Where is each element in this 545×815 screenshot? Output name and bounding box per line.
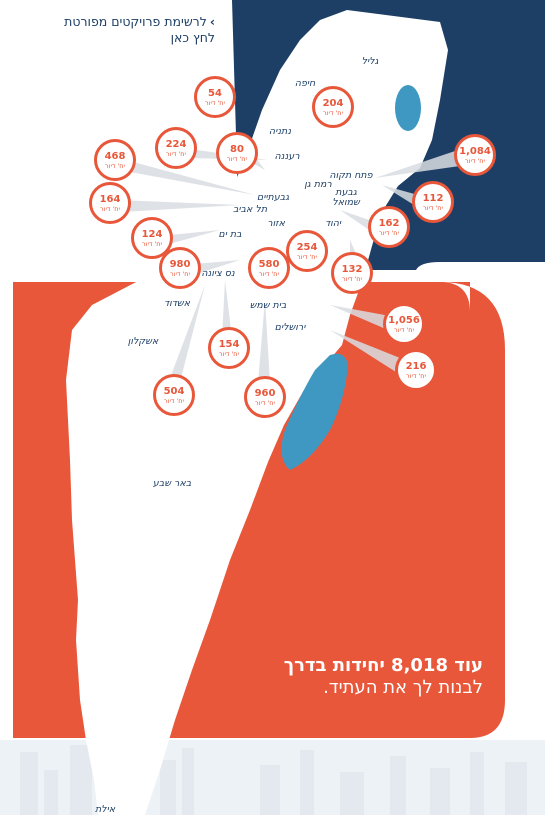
city-raanana: רעננה bbox=[274, 151, 300, 162]
bubble-yehud[interactable]: 162 יח' דיור bbox=[368, 206, 410, 248]
dead-sea bbox=[281, 353, 348, 470]
bubble-galil[interactable]: 204 יח' דיור bbox=[312, 86, 354, 128]
bubble-beit-shemesh[interactable]: 1,056 יח' דיור bbox=[383, 303, 425, 345]
city-givatayim: גבעתיים bbox=[256, 192, 290, 203]
bubble-netanya[interactable]: 224 יח' דיור bbox=[155, 127, 197, 169]
city-beer-sheva: באר שבע bbox=[152, 478, 192, 489]
city-eilat: אילת bbox=[94, 804, 116, 815]
bubble-kiryat-gat[interactable]: 960 יח' דיור bbox=[244, 376, 286, 418]
bubble-rishon[interactable]: 980 יח' דיור bbox=[159, 247, 201, 289]
city-petah-tikva: פתח תקוה bbox=[329, 170, 373, 181]
sea-of-galilee bbox=[395, 85, 421, 131]
bubble-tel-aviv[interactable]: 164 יח' דיור bbox=[89, 182, 131, 224]
bubble-petah-tikva[interactable]: 1,084 יח' דיור bbox=[454, 134, 496, 176]
pointer-wedges bbox=[118, 93, 460, 382]
city-bat-yam: בת ים bbox=[218, 229, 242, 240]
city-ramat-gan: רמת גן bbox=[304, 179, 332, 190]
city-givat-shmuel-2: שמואל bbox=[332, 197, 360, 208]
city-tel-aviv: תל אביב bbox=[232, 204, 268, 215]
headline-line-2: לבנות לך את העתיד. bbox=[323, 677, 483, 698]
bubble-givat-shmuel[interactable]: 112 יח' דיור bbox=[412, 181, 454, 223]
city-galil: גליל bbox=[361, 56, 379, 67]
bubble-raanana[interactable]: 80 יח' דיור bbox=[216, 132, 258, 174]
city-beit-shemesh: בית שמש bbox=[249, 300, 287, 311]
city-ashdod: אשדוד bbox=[163, 298, 191, 309]
city-ashkelon: אשקלון bbox=[127, 336, 159, 347]
chevron-left-icon: › bbox=[209, 14, 215, 29]
city-jerusalem: ירושלים bbox=[274, 322, 306, 333]
bubble-bat-yam[interactable]: 124 יח' דיור bbox=[131, 217, 173, 259]
bubble-herzliya[interactable]: 468 יח' דיור bbox=[94, 139, 136, 181]
headline-line-1: עוד 8,018 יחידות בדרך bbox=[283, 655, 483, 676]
link-line-1: לרשימת פרויקטים מפורטת bbox=[64, 14, 207, 29]
skyline bbox=[0, 740, 545, 815]
bubble-ashdod[interactable]: 504 יח' דיור bbox=[153, 374, 195, 416]
city-azor: אזור bbox=[267, 218, 285, 229]
bubble-haifa[interactable]: 54 יח' דיור bbox=[194, 76, 236, 118]
bubble-ness-ziona[interactable]: 580 יח' דיור bbox=[248, 247, 290, 289]
city-yehud: יהוד bbox=[324, 218, 342, 229]
city-ness-ziona: נס ציונה bbox=[201, 268, 235, 279]
headline: עוד 8,018 יחידות בדרך לבנות לך את העתיד. bbox=[284, 655, 483, 699]
bubble-jerusalem[interactable]: 216 יח' דיור bbox=[395, 349, 437, 391]
bubble-rehovot[interactable]: 154 יח' דיור bbox=[208, 327, 250, 369]
city-givat-shmuel-1: גבעת bbox=[335, 187, 357, 198]
detailed-projects-link[interactable]: ›לרשימת פרויקטים מפורטת לחץ כאן bbox=[64, 14, 215, 46]
bubble-lod[interactable]: 132 יח' דיור bbox=[331, 252, 373, 294]
link-line-2: לחץ כאן bbox=[170, 30, 215, 45]
city-netanya: נתניה bbox=[268, 126, 292, 137]
bubble-azor[interactable]: 254 יח' דיור bbox=[286, 230, 328, 272]
city-haifa: חיפה bbox=[294, 78, 316, 89]
